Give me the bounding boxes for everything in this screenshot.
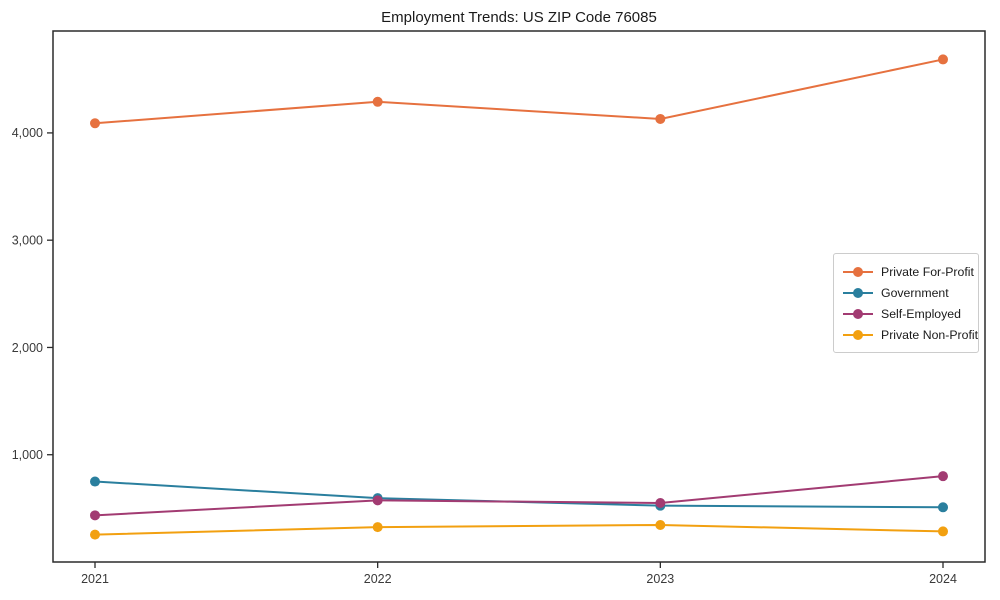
series-line-private-for-profit — [94, 58, 944, 125]
legend-item-self-employed: Self-Employed — [843, 303, 970, 324]
data-point-private-non-profit — [938, 526, 948, 537]
data-point-private-for-profit — [655, 113, 666, 124]
legend-item-government: Government — [843, 282, 970, 303]
legend-label: Private For-Profit — [881, 264, 974, 279]
x-tick-label: 2021 — [81, 572, 109, 586]
y-tick-label: 4,000 — [12, 126, 43, 140]
legend-label: Government — [881, 285, 949, 300]
data-point-self-employed — [938, 471, 948, 482]
data-point-private-for-profit — [372, 96, 383, 107]
series-line-government — [94, 480, 944, 509]
legend-item-private-non-profit: Private Non-Profit — [843, 324, 978, 345]
legend: Private For-Profit Government Self-Employe… — [833, 253, 979, 353]
legend-label: Private Non-Profit — [881, 327, 979, 342]
plot-frame — [52, 30, 986, 563]
series-line-private-non-profit — [94, 523, 944, 536]
data-point-government — [938, 502, 948, 513]
legend-marker-icon — [843, 287, 873, 298]
data-point-private-non-profit — [655, 519, 666, 530]
legend-label: Self-Employed — [881, 306, 961, 321]
y-tick-label: 2,000 — [12, 341, 43, 355]
data-point-private-for-profit — [90, 118, 100, 129]
legend-marker-icon — [843, 308, 873, 319]
y-tick-label: 1,000 — [12, 448, 43, 462]
data-point-self-employed — [90, 510, 100, 521]
legend-marker-icon — [843, 266, 873, 277]
data-point-private-non-profit — [372, 522, 383, 533]
data-point-government — [90, 476, 100, 487]
legend-marker-icon — [843, 329, 873, 340]
data-point-private-non-profit — [90, 529, 100, 540]
legend-item-private-for-profit: Private For-Profit — [843, 261, 974, 282]
y-tick-label: 3,000 — [12, 233, 43, 247]
x-tick-label: 2024 — [929, 572, 957, 586]
x-tick-label: 2022 — [364, 572, 392, 586]
data-point-private-for-profit — [938, 54, 948, 65]
data-point-self-employed — [372, 495, 383, 506]
data-point-self-employed — [655, 498, 666, 508]
chart-title: Employment Trends: US ZIP Code 76085 — [381, 9, 657, 26]
series-line-self-employed — [94, 475, 944, 517]
x-tick-label: 2023 — [646, 572, 674, 586]
